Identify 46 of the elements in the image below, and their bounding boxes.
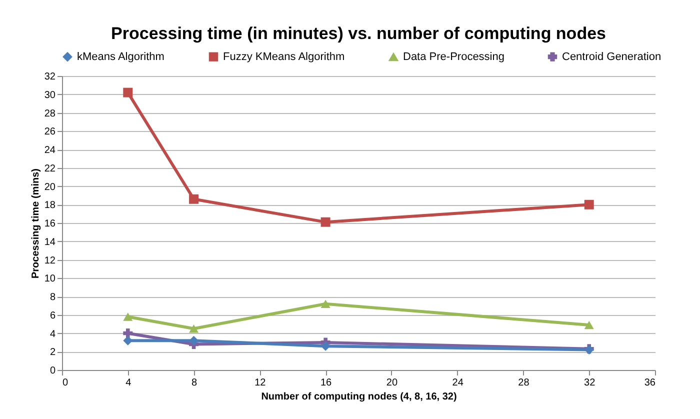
- y-tick-label: 10: [44, 274, 56, 285]
- legend-label: Fuzzy KMeans Algorithm: [223, 50, 345, 63]
- y-tick-label: 4: [50, 328, 56, 340]
- point: [189, 194, 199, 204]
- y-tick-label: 32: [44, 72, 56, 82]
- x-tick-label: 16: [320, 378, 332, 388]
- legend-label: kMeans Algorithm: [77, 50, 164, 63]
- x-tick-label: 4: [126, 378, 132, 388]
- y-tick-label: 26: [44, 126, 56, 138]
- y-tick-label: 8: [50, 292, 56, 303]
- x-tick-label: 28: [518, 378, 530, 388]
- point: [123, 312, 133, 321]
- y-axis-title: Processing time (mins): [30, 168, 42, 279]
- x-tick-label: 12: [254, 378, 266, 388]
- point: [320, 341, 330, 351]
- point: [189, 336, 199, 346]
- y-tick-label: 20: [44, 182, 56, 193]
- y-tick-label: 16: [44, 218, 56, 230]
- point: [320, 300, 330, 308]
- y-tick-label: 28: [44, 108, 56, 120]
- y-tick-label: 14: [44, 236, 56, 248]
- point: [123, 88, 133, 98]
- point: [123, 328, 133, 338]
- y-tick-label: 30: [44, 90, 56, 101]
- x-tick-label: 24: [452, 378, 464, 388]
- point: [189, 324, 199, 333]
- x-tick-label: 36: [644, 378, 656, 388]
- y-tick-label: 18: [44, 200, 56, 212]
- x-tick-label: 32: [584, 378, 596, 388]
- point: [584, 320, 594, 330]
- x-axis-title: Number of computing nodes (4, 8, 16, 32): [261, 392, 457, 402]
- point: [123, 336, 133, 346]
- x-tick-label: 20: [386, 378, 398, 388]
- point: [584, 200, 594, 210]
- x-tick-label: 8: [191, 378, 198, 388]
- y-tick-label: 24: [44, 145, 56, 156]
- legend-label: Data Pre-Processing: [403, 51, 504, 64]
- x-tick-label: 0: [62, 378, 68, 388]
- y-tick-label: 0: [50, 366, 56, 376]
- y-tick-label: 6: [50, 310, 56, 322]
- y-tick-label: 12: [44, 255, 56, 266]
- legend-label: Centroid Generation: [562, 50, 662, 63]
- chart-title: Processing time (in minutes) vs. number of computing nodes: [111, 24, 606, 43]
- point: [320, 217, 330, 227]
- y-tick-label: 22: [44, 163, 56, 174]
- y-tick-label: 2: [50, 347, 56, 358]
